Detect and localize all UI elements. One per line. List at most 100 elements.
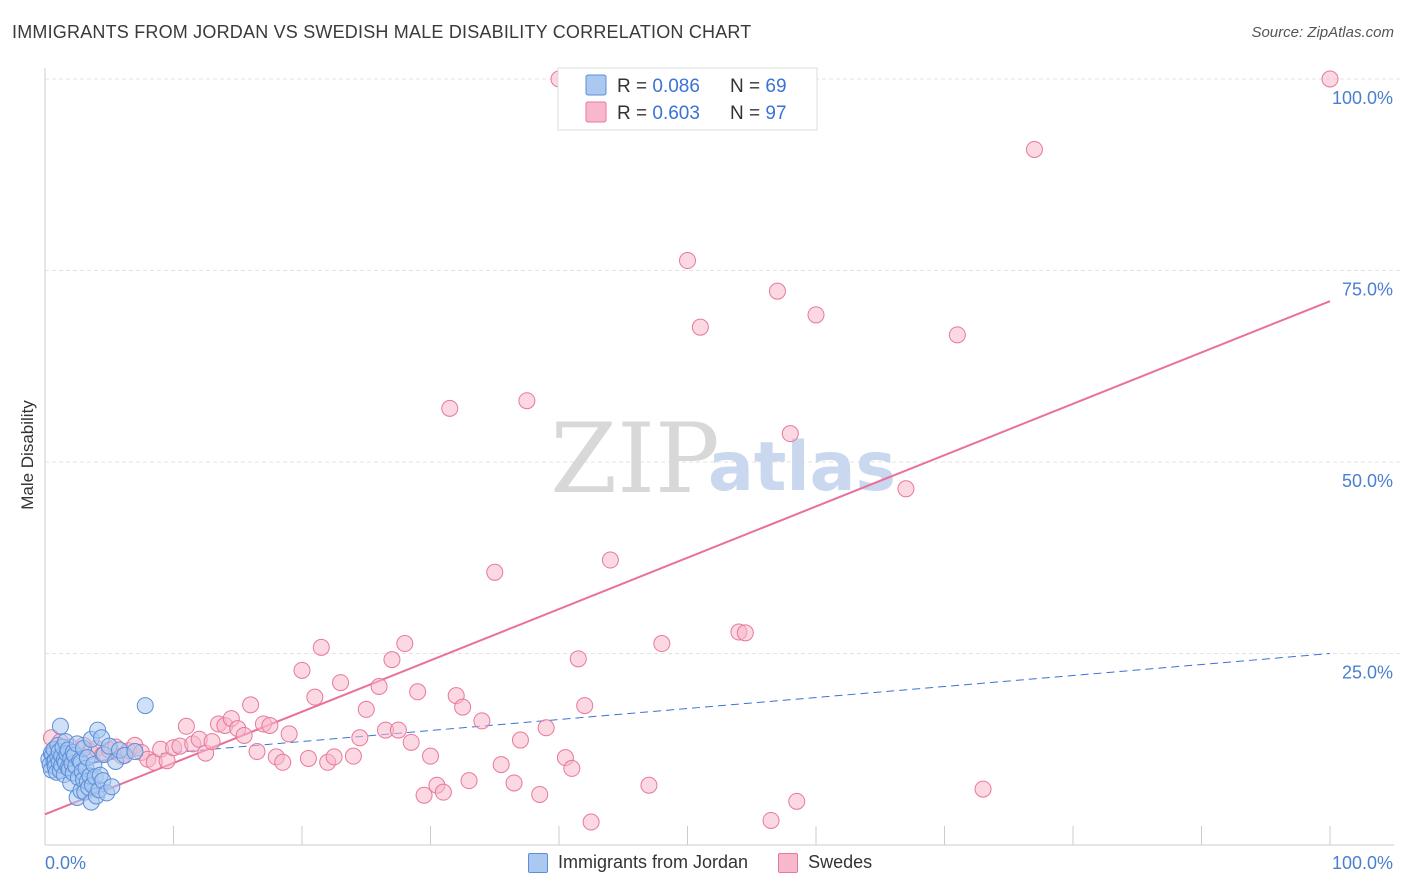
swedes-point <box>409 683 427 701</box>
jordan-point <box>136 697 154 715</box>
legend-swatch-jordan <box>528 852 548 873</box>
swedes-point <box>306 688 324 706</box>
legend-item-swedes[interactable]: Swedes <box>778 852 872 873</box>
legend-swatch-swedes <box>778 852 799 873</box>
jordan-points <box>40 697 154 811</box>
svg-text:R = 0.603: R = 0.603 <box>617 103 700 124</box>
y-tick-label: 100.0% <box>1332 88 1393 108</box>
swedes-point <box>235 726 253 744</box>
axes <box>44 68 1394 846</box>
svg-text:N = 69: N = 69 <box>730 76 787 97</box>
swedes-point <box>242 696 260 714</box>
swedes-point <box>736 624 754 642</box>
legend-n-label: N = <box>730 103 765 124</box>
swedes-point <box>415 786 433 804</box>
swedes-point <box>370 677 388 695</box>
swedes-point <box>177 717 195 735</box>
swedes-point <box>974 780 992 798</box>
swedes-point <box>274 753 292 771</box>
swedes-point <box>351 729 369 747</box>
swedes-point <box>486 563 504 581</box>
swedes-point <box>332 674 350 692</box>
swedes-point <box>1025 140 1043 158</box>
swedes-point <box>948 326 966 344</box>
legend-swatch-jordan <box>585 74 607 96</box>
swedes-point <box>473 712 491 730</box>
swedes-point <box>563 759 581 777</box>
swedes-point <box>312 638 330 656</box>
swedes-point <box>248 743 266 761</box>
swedes-point <box>640 776 658 794</box>
y-tick-label: 75.0% <box>1342 280 1393 300</box>
watermark-zip: ZIP <box>550 403 719 515</box>
swedes-point <box>768 282 786 300</box>
legend-item-jordan[interactable]: Immigrants from Jordan <box>528 852 748 873</box>
swedes-point <box>280 725 298 743</box>
swedes-point <box>781 425 799 443</box>
legend-n-value-swedes: 97 <box>765 103 786 124</box>
legend-swatch-swedes <box>585 101 607 123</box>
swedes-point <box>582 813 600 831</box>
swedes-point <box>762 811 780 829</box>
swedes-point <box>537 719 555 737</box>
gridlines <box>45 78 1400 654</box>
jordan-trend-dashed <box>122 653 1331 758</box>
swedes-point <box>807 306 825 324</box>
swedes-point <box>505 774 523 792</box>
swedes-point <box>679 252 696 270</box>
swedes-point <box>601 551 619 569</box>
swedes-point <box>203 733 221 751</box>
swedes-point <box>293 661 311 679</box>
swedes-point <box>691 318 709 336</box>
legend-label-jordan: Immigrants from Jordan <box>558 852 749 872</box>
source-label: Source: ZipAtlas.com <box>1251 24 1394 41</box>
swedes-point <box>344 747 362 765</box>
svg-text:N = 97: N = 97 <box>730 103 787 124</box>
swedes-point <box>402 733 420 751</box>
swedes-point <box>357 700 375 718</box>
chart-title: IMMIGRANTS FROM JORDAN VS SWEDISH MALE D… <box>12 22 752 42</box>
series-legend: Immigrants from Jordan Swedes <box>528 852 872 873</box>
x-tick-label: 100.0% <box>1332 853 1393 873</box>
legend-r-value-jordan: 0.086 <box>652 76 700 97</box>
swedes-point <box>897 480 915 498</box>
swedes-point <box>299 749 317 767</box>
swedes-point <box>261 717 279 735</box>
swedes-point <box>492 756 510 774</box>
legend-r-label: R = <box>617 103 652 124</box>
swedes-point <box>389 721 407 739</box>
jordan-point <box>103 778 121 796</box>
swedes-point <box>383 651 401 669</box>
swedes-point <box>569 650 587 668</box>
x-tick-label: 0.0% <box>45 853 86 873</box>
watermark-atlas: atlas <box>708 428 896 507</box>
swedes-point <box>511 731 529 749</box>
y-tick-label: 25.0% <box>1342 663 1393 683</box>
legend-r-value-swedes: 0.603 <box>652 103 700 124</box>
swedes-point <box>576 697 594 715</box>
swedes-point <box>441 399 459 417</box>
legend-n-value-jordan: 69 <box>765 76 786 97</box>
legend-r-label: R = <box>617 76 652 97</box>
swedes-point <box>531 785 549 803</box>
swedes-point <box>325 748 343 766</box>
swedes-point <box>788 792 806 810</box>
legend-n-label: N = <box>730 76 765 97</box>
legend-label-swedes: Swedes <box>808 852 873 872</box>
jordan-point <box>51 717 69 735</box>
swedes-point <box>422 747 439 765</box>
svg-text:R = 0.086: R = 0.086 <box>617 76 700 97</box>
stats-legend: R = 0.086 N = 69 R = 0.603 N = 97 <box>557 67 818 131</box>
swedes-point <box>518 392 536 410</box>
swedes-point <box>396 635 414 653</box>
swedes-point <box>460 772 478 790</box>
jordan-point <box>126 743 144 761</box>
swedes-point <box>454 698 472 716</box>
swedes-point <box>653 635 671 653</box>
y-tick-label: 50.0% <box>1342 471 1393 491</box>
swedes-point <box>434 783 452 801</box>
swedes-point <box>1321 70 1339 88</box>
watermark: ZIP atlas <box>550 403 896 515</box>
tick-labels: 25.0% 50.0% 75.0% 100.0% 0.0% 100.0% <box>45 88 1393 873</box>
